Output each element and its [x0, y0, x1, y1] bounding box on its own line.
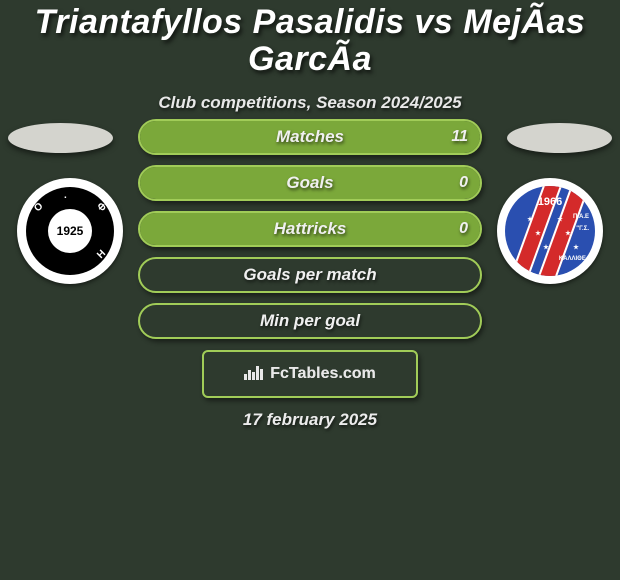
page-subtitle: Club competitions, Season 2024/2025 [0, 93, 620, 113]
ofi-badge-inner: 1925 [48, 209, 92, 253]
club-badge-right: 1966 Π.Α.Ε "Γ.Σ. ΚΑΛΛΙΘΕΑ" [497, 178, 603, 284]
stat-value: 0 [459, 167, 468, 199]
player-right-oval [507, 123, 612, 153]
stat-row-matches: Matches 11 [138, 119, 482, 155]
kallithea-text: "Γ.Σ. [576, 226, 589, 232]
stat-label: Matches [140, 121, 480, 153]
brand-text: FcTables.com [270, 365, 376, 383]
stats-column: Matches 11 Goals 0 Hattricks 0 Goals per… [138, 119, 482, 349]
bar-chart-icon [244, 364, 264, 385]
stat-value: 11 [451, 121, 468, 153]
stat-row-goals: Goals 0 [138, 165, 482, 201]
page-title: Triantafyllos Pasalidis vs MejÃ­as GarcÃ… [0, 4, 620, 79]
stat-label: Goals per match [140, 259, 480, 291]
stat-label: Hattricks [140, 213, 480, 245]
stat-row-min-per-goal: Min per goal [138, 303, 482, 339]
ofi-year: 1925 [57, 224, 84, 238]
stat-label: Goals [140, 167, 480, 199]
stat-label: Min per goal [140, 305, 480, 337]
club-badge-left: Ο . Φ Η 1925 [17, 178, 123, 284]
date-text: 17 february 2025 [0, 410, 620, 430]
stat-row-goals-per-match: Goals per match [138, 257, 482, 293]
ofi-dot: . [64, 190, 67, 201]
kallithea-badge-outer: 1966 Π.Α.Ε "Γ.Σ. ΚΑΛΛΙΘΕΑ" [497, 178, 603, 284]
kallithea-text: Π.Α.Ε [573, 214, 589, 220]
kallithea-year: 1966 [505, 196, 595, 208]
brand-box[interactable]: FcTables.com [202, 350, 418, 398]
kallithea-text: ΚΑΛΛΙΘΕΑ" [559, 256, 593, 262]
infographic-root: Triantafyllos Pasalidis vs MejÃ­as GarcÃ… [0, 0, 620, 580]
stat-row-hattricks: Hattricks 0 [138, 211, 482, 247]
stat-value: 0 [459, 213, 468, 245]
player-left-oval [8, 123, 113, 153]
ofi-badge-outer: Ο . Φ Η 1925 [17, 178, 123, 284]
star-icon [573, 244, 579, 250]
kallithea-badge-bg: 1966 Π.Α.Ε "Γ.Σ. ΚΑΛΛΙΘΕΑ" [505, 186, 595, 276]
